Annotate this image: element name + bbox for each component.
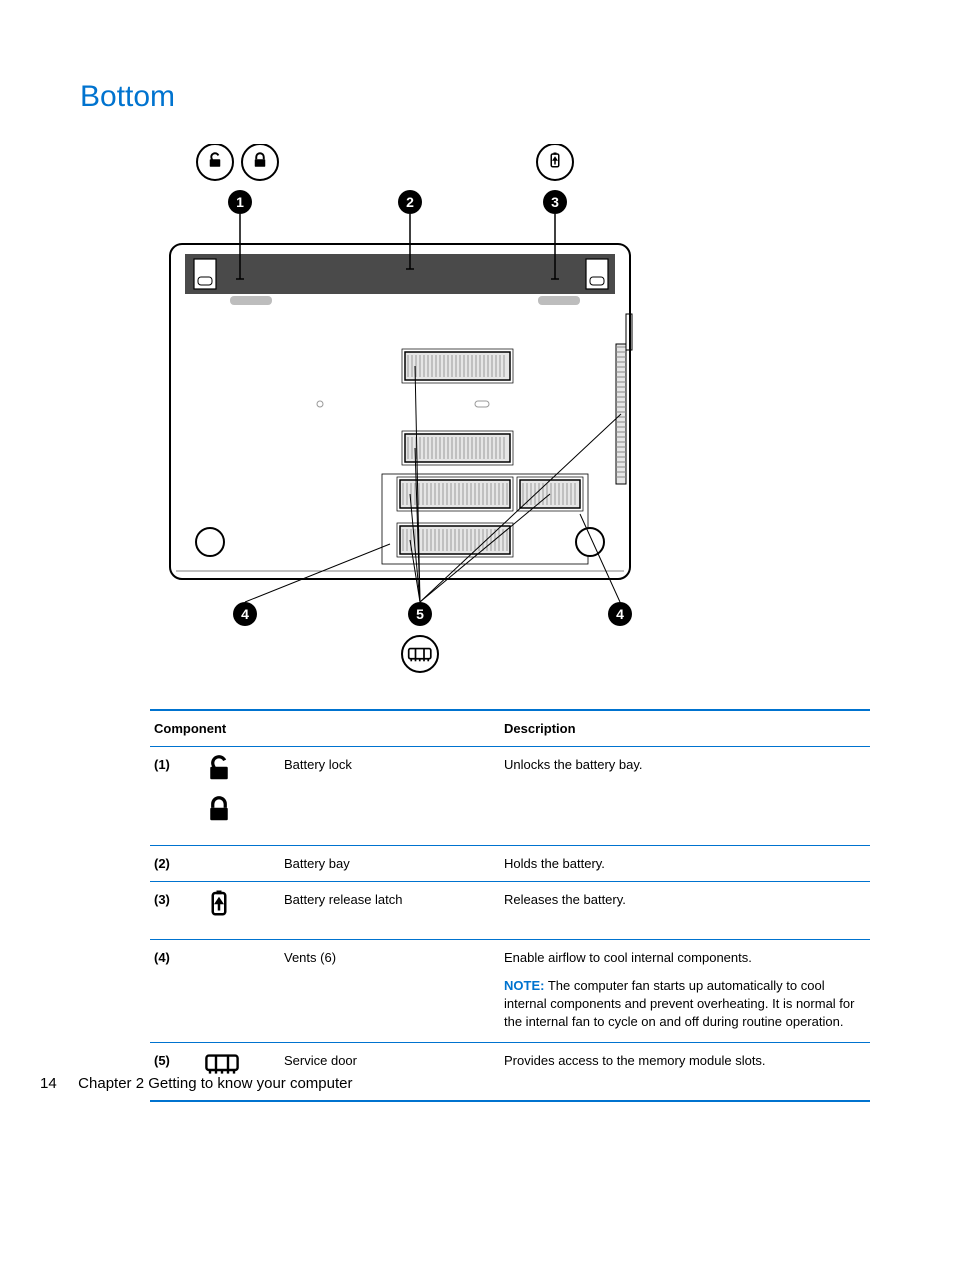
lock-icon (204, 794, 234, 824)
component-desc: Enable airflow to cool internal componen… (504, 950, 752, 965)
table-row: (4) Vents (6) Enable airflow to cool int… (150, 940, 870, 1043)
svg-text:2: 2 (406, 194, 414, 210)
component-icons (200, 882, 280, 940)
document-page: Bottom 1 2 3 4 5 4 Component Description (0, 0, 954, 1142)
page-footer: 14 Chapter 2 Getting to know your comput… (40, 1075, 352, 1092)
svg-text:5: 5 (416, 606, 424, 622)
note-text: The computer fan starts up automatically… (504, 978, 854, 1029)
section-heading: Bottom (80, 80, 874, 114)
table-row: (3) Battery release latch Releases the b… (150, 882, 870, 940)
svg-text:4: 4 (241, 606, 249, 622)
col-description: Description (500, 710, 870, 747)
svg-text:1: 1 (236, 194, 244, 210)
component-desc: Holds the battery. (504, 856, 605, 871)
component-name: Battery release latch (280, 882, 500, 940)
component-icons (200, 940, 280, 1043)
table-row: (5) Service door Provides access to the … (150, 1042, 870, 1101)
svg-text:3: 3 (551, 194, 559, 210)
component-number: (2) (150, 846, 200, 882)
component-number: (1) (150, 747, 200, 846)
unlock-icon (204, 753, 234, 783)
component-desc: Provides access to the memory module slo… (504, 1053, 766, 1068)
svg-text:4: 4 (616, 606, 624, 622)
component-icons (200, 747, 280, 846)
table-row: (1) Battery lock Unlocks the battery bay… (150, 747, 870, 846)
chapter-label: Chapter 2 Getting to know your computer (78, 1075, 352, 1092)
table-header-row: Component Description (150, 710, 870, 747)
component-number: (5) (150, 1042, 200, 1101)
component-name: Battery lock (280, 747, 500, 846)
component-number: (3) (150, 882, 200, 940)
component-desc: Unlocks the battery bay. (504, 757, 643, 772)
bottom-view-diagram: 1 2 3 4 5 4 (150, 144, 874, 689)
diagram-svg: 1 2 3 4 5 4 (150, 144, 650, 684)
component-desc: Releases the battery. (504, 892, 626, 907)
component-icons (200, 846, 280, 882)
component-table-wrap: Component Description (1) Battery lock U… (150, 709, 870, 1102)
note-block: NOTE: The computer fan starts up automat… (504, 977, 866, 1032)
battery-release-icon (204, 888, 234, 918)
note-label: NOTE: (504, 978, 544, 993)
component-name: Service door (280, 1042, 500, 1101)
page-number: 14 (40, 1075, 74, 1092)
col-component: Component (150, 710, 500, 747)
component-name: Battery bay (280, 846, 500, 882)
component-icons (200, 1042, 280, 1101)
table-row: (2) Battery bay Holds the battery. (150, 846, 870, 882)
component-name: Vents (6) (280, 940, 500, 1043)
component-table: Component Description (1) Battery lock U… (150, 709, 870, 1102)
component-number: (4) (150, 940, 200, 1043)
